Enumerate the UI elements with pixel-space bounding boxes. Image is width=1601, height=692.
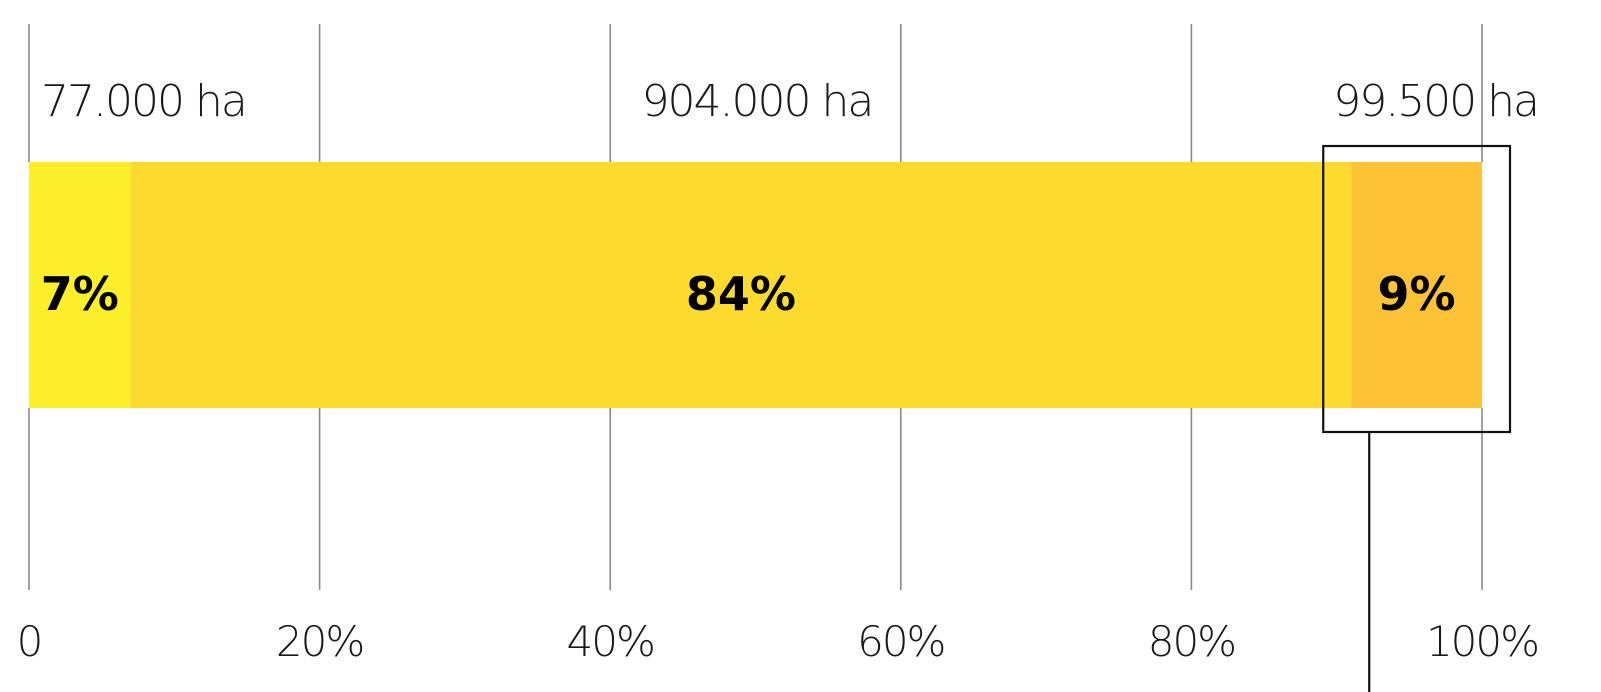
gridlines-bottom	[28, 408, 1483, 590]
x-tick-label-2: 40%	[567, 617, 654, 666]
highlight-box	[1322, 144, 1512, 434]
segment-percent-label-2: 9%	[1378, 267, 1456, 321]
area-labels: 77.000 ha 904.000 ha 99.500 ha	[41, 76, 1540, 127]
area-label-1: 904.000 ha	[642, 76, 873, 127]
highlight-group	[1322, 144, 1512, 692]
x-tick-label-4: 80%	[1148, 617, 1235, 666]
x-tick-label-1: 20%	[276, 617, 363, 666]
bar-segments	[29, 162, 1482, 408]
segment-percent-label-0: 7%	[41, 267, 119, 321]
bar-segment-1	[130, 162, 1352, 408]
x-axis-tick-labels: 0 20% 40% 60% 80% 100%	[17, 617, 1540, 666]
area-label-0: 77.000 ha	[41, 76, 246, 127]
bar-segment-2	[1351, 162, 1482, 408]
segment-percent-label-1: 84%	[686, 267, 796, 321]
x-tick-label-5: 100%	[1426, 617, 1538, 666]
area-label-2: 99.500 ha	[1333, 76, 1538, 127]
gridlines-top	[28, 24, 1483, 162]
segment-value-labels: 7% 84% 9%	[41, 267, 1456, 321]
bar-segment-0	[29, 162, 131, 408]
x-tick-label-0: 0	[17, 617, 42, 666]
x-tick-label-3: 60%	[857, 617, 944, 666]
